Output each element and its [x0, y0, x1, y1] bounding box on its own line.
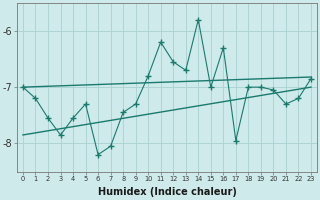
X-axis label: Humidex (Indice chaleur): Humidex (Indice chaleur) [98, 187, 236, 197]
